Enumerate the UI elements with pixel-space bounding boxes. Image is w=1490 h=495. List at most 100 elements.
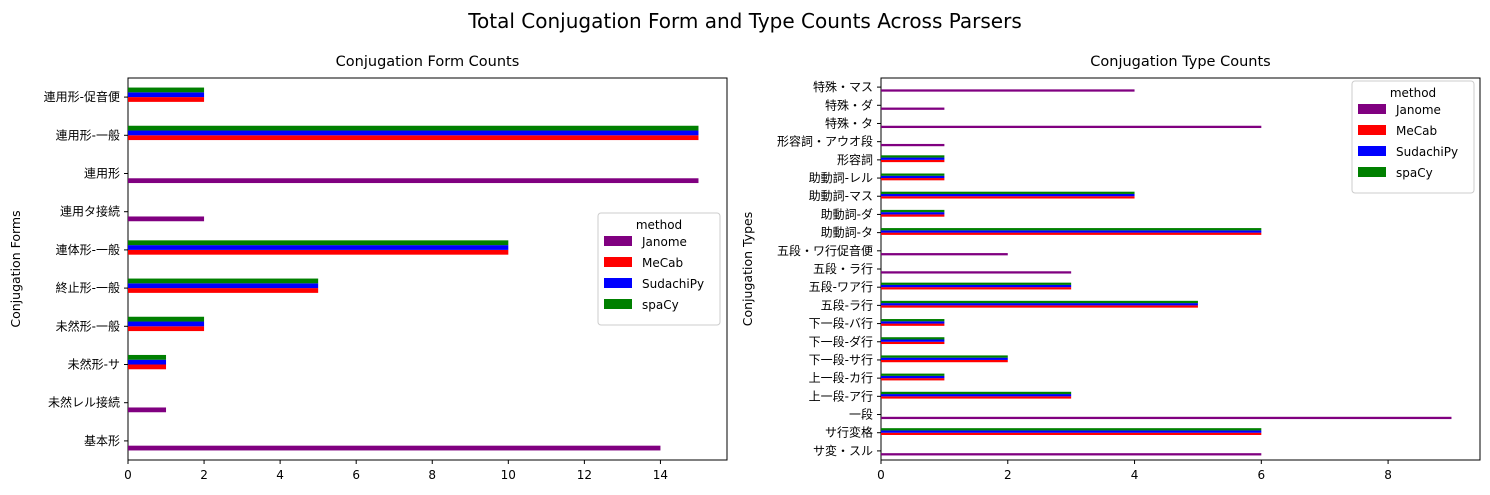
bar-janome-20 — [881, 89, 1135, 92]
bar-mecab-4 — [881, 378, 945, 381]
bar-mecab-7 — [881, 323, 945, 326]
x-tick-label: 0 — [877, 468, 885, 482]
legend-swatch-sudachipy — [604, 278, 632, 288]
x-tick-label: 8 — [428, 468, 436, 482]
bar-mecab-5 — [881, 359, 1008, 363]
bar-spacy-3 — [881, 391, 1072, 395]
y-tick-label: 連用タ接続 — [60, 204, 120, 219]
bar-sudachipy-5 — [881, 357, 1008, 360]
y-tick-label: 助動詞-マス — [809, 189, 873, 203]
y-axis-label: Conjugation Forms — [8, 210, 23, 327]
bar-spacy-2 — [128, 354, 167, 360]
x-tick-label: 2 — [1004, 468, 1012, 482]
y-tick-label: 特殊・ダ — [825, 97, 873, 112]
bar-mecab-16 — [881, 159, 945, 163]
bar-spacy-8 — [128, 125, 699, 131]
legend-label-janome: Janome — [1395, 103, 1441, 117]
x-tick-label: 2 — [200, 468, 208, 482]
bar-mecab-6 — [881, 341, 945, 345]
bar-janome-1 — [128, 407, 167, 413]
bar-janome-7 — [128, 178, 699, 184]
bar-mecab-5 — [128, 249, 509, 255]
figure-suptitle: Total Conjugation Form and Type Counts A… — [467, 9, 1022, 33]
bar-sudachipy-13 — [881, 212, 945, 215]
legend-swatch-sudachipy — [1358, 146, 1386, 156]
bar-mecab-9 — [881, 287, 1072, 290]
bar-sudachipy-1 — [881, 430, 1262, 433]
bar-spacy-1 — [881, 428, 1262, 431]
bar-janome-0 — [881, 453, 1262, 456]
bar-spacy-14 — [881, 191, 1135, 194]
bar-spacy-5 — [128, 240, 509, 246]
bar-spacy-9 — [128, 87, 205, 93]
y-tick-label: 連用形 — [84, 167, 120, 181]
x-tick-label: 0 — [124, 468, 132, 482]
bar-spacy-6 — [881, 337, 945, 340]
bar-janome-2 — [881, 416, 1452, 420]
bar-sudachipy-3 — [128, 321, 205, 327]
bar-sudachipy-12 — [881, 230, 1262, 233]
bars-layer — [881, 89, 1452, 456]
y-tick-label: 助動詞-レル — [809, 171, 873, 185]
y-tick-label: 未然レル接続 — [48, 395, 120, 410]
y-tick-label: 連用形-促音便 — [44, 89, 120, 104]
bar-spacy-4 — [881, 373, 945, 376]
bar-spacy-4 — [128, 278, 319, 284]
legend-label-mecab: MeCab — [1396, 124, 1437, 138]
legend-label-sudachipy: SudachiPy — [642, 277, 704, 291]
y-tick-label: 形容詞・アウオ段 — [777, 134, 873, 149]
bar-janome-18 — [881, 125, 1262, 129]
y-ticks: サ変・スル サ行変格 一段 上一段-ア行上一段-カ行下一段-サ行下一段-ダ行下一段-バ… — [777, 79, 881, 458]
legend: method Janome MeCab SudachiPy spaCy — [597, 212, 721, 326]
bar-janome-10 — [881, 271, 1072, 274]
bar-spacy-8 — [881, 300, 1198, 304]
chart-conjugation-types: Conjugation Type Counts Conjugation Type… — [740, 54, 1481, 482]
y-tick-label: 形容詞 — [837, 152, 873, 167]
bar-spacy-12 — [881, 228, 1262, 231]
legend-label-spacy: spaCy — [642, 298, 679, 312]
chart-title: Conjugation Form Counts — [336, 54, 520, 70]
x-tick-label: 10 — [501, 468, 516, 482]
y-tick-label: 未然形-サ — [68, 357, 120, 372]
bar-mecab-8 — [881, 305, 1198, 308]
legend-label-janome: Janome — [641, 235, 687, 249]
bar-janome-0 — [128, 445, 661, 451]
bar-mecab-3 — [128, 326, 205, 332]
x-tick-label: 8 — [1384, 468, 1392, 482]
x-tick-label: 6 — [1257, 468, 1265, 482]
y-tick-label: 終止形-一般 — [56, 280, 120, 295]
y-tick-label: 特殊・タ — [825, 115, 873, 130]
y-tick-label: サ行変格 — [825, 425, 873, 440]
y-tick-label: 連体形-一般 — [56, 242, 120, 257]
legend-title: method — [636, 218, 682, 232]
y-tick-label: 五段・ワ行促音便 — [777, 243, 873, 258]
bar-sudachipy-8 — [128, 130, 699, 136]
legend-swatch-janome — [604, 236, 632, 246]
y-tick-label: 特殊・マス — [813, 79, 873, 94]
y-tick-label: 上一段-カ行 — [809, 370, 873, 385]
x-tick-label: 12 — [577, 468, 592, 482]
bar-sudachipy-7 — [881, 321, 945, 324]
y-tick-label: 助動詞-タ — [821, 226, 873, 240]
bar-mecab-3 — [881, 396, 1072, 399]
y-tick-label: 連用形-一般 — [56, 127, 120, 142]
bar-sudachipy-9 — [128, 92, 205, 98]
y-tick-label: 基本形 — [84, 434, 120, 448]
bar-mecab-12 — [881, 232, 1262, 235]
legend-swatch-janome — [1358, 104, 1386, 114]
legend-swatch-mecab — [1358, 125, 1386, 135]
y-tick-label: サ変・スル — [813, 443, 873, 458]
bar-sudachipy-9 — [881, 284, 1072, 288]
bar-janome-19 — [881, 107, 945, 110]
bar-spacy-16 — [881, 155, 945, 158]
bar-janome-11 — [881, 253, 1008, 256]
y-tick-label: 五段-ラ行 — [821, 297, 873, 312]
x-tick-label: 4 — [276, 468, 284, 482]
bar-mecab-1 — [881, 432, 1262, 435]
bar-mecab-2 — [128, 364, 167, 370]
y-tick-label: 上一段-ア行 — [809, 388, 873, 403]
y-tick-label: 助動詞-ダ — [821, 206, 873, 221]
bar-spacy-3 — [128, 316, 205, 322]
bar-sudachipy-4 — [881, 375, 945, 379]
